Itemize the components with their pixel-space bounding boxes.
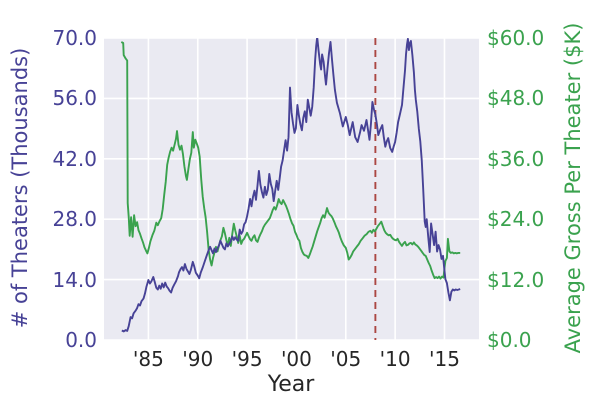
right-tick-label: $24.0 [487, 207, 545, 232]
x-tick-label: '95 [231, 347, 263, 371]
left-tick-label: 70.0 [52, 26, 97, 50]
x-tick-label: '90 [182, 347, 214, 371]
right-tick-label: $0.0 [487, 328, 532, 352]
theaters-line [121, 38, 461, 333]
right-tick-label: $36.0 [487, 146, 545, 171]
right-tick-label: $60.0 [487, 26, 545, 50]
left-tick-label: 56.0 [52, 86, 97, 111]
x-tick-label: '10 [379, 347, 411, 371]
x-tick-label: '85 [132, 347, 164, 371]
left-tick-label: 28.0 [52, 207, 97, 232]
right-tick-label: $12.0 [487, 267, 545, 292]
left-tick-label: 14.0 [52, 267, 97, 292]
right-tick-label: $48.0 [487, 86, 545, 111]
left-axis-label: # of Theaters (Thousands) [8, 47, 32, 329]
gross-per-theater-line [120, 41, 461, 280]
left-tick-label: 42.0 [52, 146, 97, 171]
x-tick-label: '00 [280, 347, 312, 371]
x-tick-label: '15 [428, 347, 460, 371]
left-tick-label: 0.0 [65, 328, 97, 352]
plot-area [104, 38, 479, 340]
x-tick-label: '05 [330, 347, 362, 371]
x-axis-label: Year [267, 372, 315, 397]
right-axis-label: Average Gross Per Theater ($K) [561, 22, 585, 354]
plot-svg [104, 38, 479, 340]
